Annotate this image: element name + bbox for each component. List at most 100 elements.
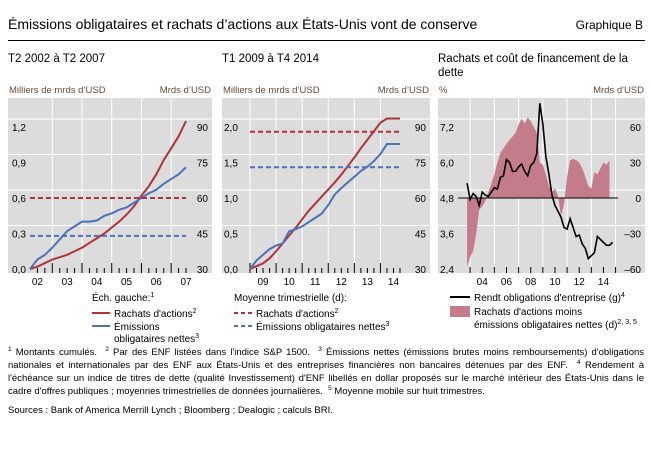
ytick-right-label: –30	[624, 230, 641, 241]
footnote-5: Moyenne mobile sur huit trimestres.	[334, 386, 485, 397]
xtick-label: 09	[257, 277, 269, 288]
ytick-right-label: 75	[197, 159, 209, 170]
panel2-title: T1 2009 à T4 2014	[222, 53, 319, 65]
ytick-right-label: 30	[630, 159, 642, 170]
ytick-right-label: 75	[415, 159, 427, 170]
title-divider	[8, 40, 645, 41]
panel-3: 2,4 –60 3,6 –30 4,8 0 6,0 30 7,2 60 04 06 08 10 12 14% M…	[438, 85, 645, 288]
xtick-label: 05	[121, 277, 133, 288]
ytick-left-label: 0,6	[12, 194, 26, 205]
legend1-heading: Éch. gauche:1	[92, 291, 154, 304]
xtick-label: 11	[310, 277, 321, 288]
xtick-label: 10	[549, 277, 561, 288]
plot-background	[8, 98, 212, 273]
legend2-item-rachats: Rachats d'actions2	[256, 308, 339, 320]
figure-label: Graphique B	[575, 18, 643, 32]
ytick-left-label: 7,2	[440, 123, 454, 134]
legend3-swatch-area	[450, 306, 470, 317]
xtick-label: 04	[91, 277, 103, 288]
line-series	[249, 143, 400, 270]
sources: Sources : Bank of America Merrill Lynch …	[8, 405, 333, 416]
footnote-3: Émissions nettes (émissions brutes moins…	[8, 347, 645, 371]
line-series	[466, 103, 614, 261]
legend2-heading: Moyenne trimestrielle (d):	[234, 293, 347, 304]
xtick-label: 03	[62, 277, 74, 288]
xtick-label: 12	[336, 277, 348, 288]
xtick-label: 07	[180, 277, 192, 288]
footnotes: 1 Montants cumulés. 2 Par des ENF listée…	[8, 346, 644, 398]
panel-2: 0,0 30 0,5 45 1,0 60 1,5 75 2,0 90 09 10 11 12 13 14 Mil…	[222, 85, 430, 288]
legend3-item-area-line1: Rachats d'actions moins	[474, 307, 582, 318]
legend2-item-emissions: Émissions obligataires nettes3	[256, 320, 390, 333]
legend1-item-rachats-sup: 2	[193, 308, 197, 315]
ytick-right-label: 30	[415, 265, 427, 276]
legend1-item-rachats: Rachats d'actions2	[114, 308, 197, 320]
y-left-unit: Milliers de mrds d’USD	[223, 85, 320, 96]
ytick-right-label: 90	[197, 123, 209, 134]
y-right-unit: Mrds d’USD	[160, 85, 211, 96]
xtick-label: 06	[501, 277, 513, 288]
legend1-item-rachats-text: Rachats d'actions	[114, 309, 193, 320]
ytick-right-label: 0	[635, 194, 641, 205]
footnote-4-num: 4	[576, 358, 581, 366]
xtick-label: 08	[525, 277, 537, 288]
ytick-right-label: 45	[197, 230, 209, 241]
legend3-item-yield: Rendt obligations d'entreprise (g)4	[474, 292, 625, 304]
xtick-label: 14	[598, 277, 610, 288]
ytick-left-label: 2,4	[440, 265, 454, 276]
area-series	[467, 117, 610, 267]
xtick-label: 06	[151, 277, 163, 288]
legend2-item-rachats-sup: 2	[335, 308, 339, 315]
ytick-left-label: 0,3	[12, 230, 26, 241]
legend1-item-emissions-line1: Émissions	[114, 320, 160, 333]
figure-title: Émissions obligataires et rachats d’acti…	[8, 16, 478, 32]
legend3-item-area-sup: 2, 3, 5	[617, 319, 637, 326]
footnote-4: Rendement à l'échéance sur un indice de …	[8, 360, 644, 397]
ytick-left-label: 0,5	[224, 230, 238, 241]
legend2-item-emissions-text: Émissions obligataires nettes	[256, 320, 386, 333]
legend3-item-yield-sup: 4	[621, 292, 625, 299]
line-series	[249, 117, 400, 270]
panel-1: 0,0 30 0,3 45 0,6 60 0,9 75 1,2 90 02 03 04 05 06 07 Mil…	[8, 85, 212, 288]
legend2-heading-text: Moyenne trimestrielle (d):	[234, 293, 347, 304]
legend3-item-yield-text: Rendt obligations d'entreprise (g)	[474, 293, 621, 304]
xtick-label: 12	[574, 277, 586, 288]
ytick-right-label: –60	[624, 265, 641, 276]
ytick-left-label: 1,0	[224, 194, 238, 205]
legend2-item-emissions-sup: 3	[386, 321, 390, 328]
footnote-2-num: 2	[105, 345, 109, 353]
ytick-left-label: 0,9	[12, 159, 26, 170]
legend2-item-rachats-text: Rachats d'actions	[256, 309, 335, 320]
footnote-5-num: 5	[328, 384, 332, 392]
y-left-unit: %	[439, 85, 448, 96]
notes-block: 1 Montants cumulés. 2 Par des ENF listée…	[8, 346, 644, 417]
ytick-right-label: 60	[630, 123, 642, 134]
xtick-label: 14	[388, 277, 400, 288]
y-right-unit: Mrds d'USD	[593, 85, 644, 96]
y-left-unit: Milliers de mrds d’USD	[9, 85, 106, 96]
panel1-title: T2 2002 à T2 2007	[8, 53, 105, 65]
panel3-title: Rachats et coût de financement de la det…	[438, 53, 628, 79]
footnote-3-num: 3	[318, 345, 322, 353]
ytick-left-label: 2,0	[224, 123, 238, 134]
line-series	[29, 120, 187, 270]
legend1-item-emissions-sup: 3	[195, 333, 199, 340]
legend1-item-emissions-line2: obligataires nettes3	[114, 333, 199, 345]
ytick-right-label: 60	[415, 194, 427, 205]
ytick-left-label: 0,0	[12, 265, 26, 276]
ytick-left-label: 0,0	[224, 265, 238, 276]
xtick-label: 02	[32, 277, 44, 288]
xtick-label: 04	[477, 277, 489, 288]
ytick-right-label: 90	[415, 123, 427, 134]
ytick-right-label: 30	[197, 265, 209, 276]
footnote-1: Montants cumulés.	[15, 347, 97, 358]
legend1-heading-text: Éch. gauche:	[92, 291, 150, 304]
footnote-2: Par des ENF listées dans l'indice S&P 15…	[113, 347, 310, 358]
ytick-left-label: 1,5	[224, 159, 238, 170]
legend3-item-area-line2: émissions obligataires nettes (d)2, 3, 5	[474, 319, 637, 331]
footnote-1-num: 1	[8, 345, 12, 353]
legend1-heading-sup: 1	[150, 292, 154, 299]
ytick-right-label: 45	[415, 230, 427, 241]
y-right-unit: Mrds d’USD	[378, 85, 429, 96]
